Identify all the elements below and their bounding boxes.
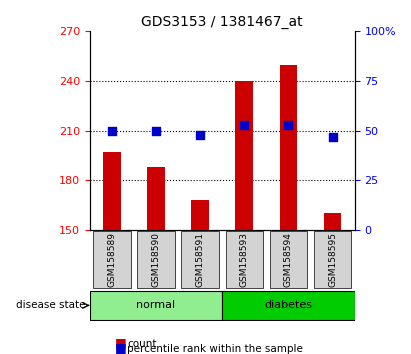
Point [241, 122, 247, 127]
FancyBboxPatch shape [222, 291, 355, 320]
Text: GSM158595: GSM158595 [328, 232, 337, 287]
FancyBboxPatch shape [137, 231, 175, 289]
Text: ■: ■ [115, 336, 127, 349]
Title: GDS3153 / 1381467_at: GDS3153 / 1381467_at [141, 15, 303, 29]
Text: count: count [127, 339, 157, 349]
Bar [147, 167, 165, 230]
Text: GSM158589: GSM158589 [107, 232, 116, 287]
Text: normal: normal [136, 301, 175, 310]
Point [197, 132, 203, 137]
Bar [236, 81, 253, 230]
Text: GSM158593: GSM158593 [240, 232, 249, 287]
Text: GSM158591: GSM158591 [196, 232, 205, 287]
Bar [192, 200, 209, 230]
Bar [103, 152, 121, 230]
Text: ■: ■ [115, 341, 127, 354]
FancyBboxPatch shape [314, 231, 351, 289]
FancyBboxPatch shape [181, 231, 219, 289]
Point [109, 128, 115, 133]
Text: diabetes: diabetes [264, 301, 312, 310]
Text: disease state: disease state [16, 301, 85, 310]
FancyBboxPatch shape [270, 231, 307, 289]
FancyBboxPatch shape [90, 291, 222, 320]
FancyBboxPatch shape [93, 231, 131, 289]
Text: percentile rank within the sample: percentile rank within the sample [127, 344, 303, 354]
Point [153, 128, 159, 133]
FancyBboxPatch shape [226, 231, 263, 289]
Point [329, 134, 336, 139]
Text: GSM158594: GSM158594 [284, 232, 293, 287]
Bar [279, 64, 297, 230]
Text: GSM158590: GSM158590 [152, 232, 161, 287]
Bar [324, 213, 342, 230]
Point [285, 122, 292, 127]
